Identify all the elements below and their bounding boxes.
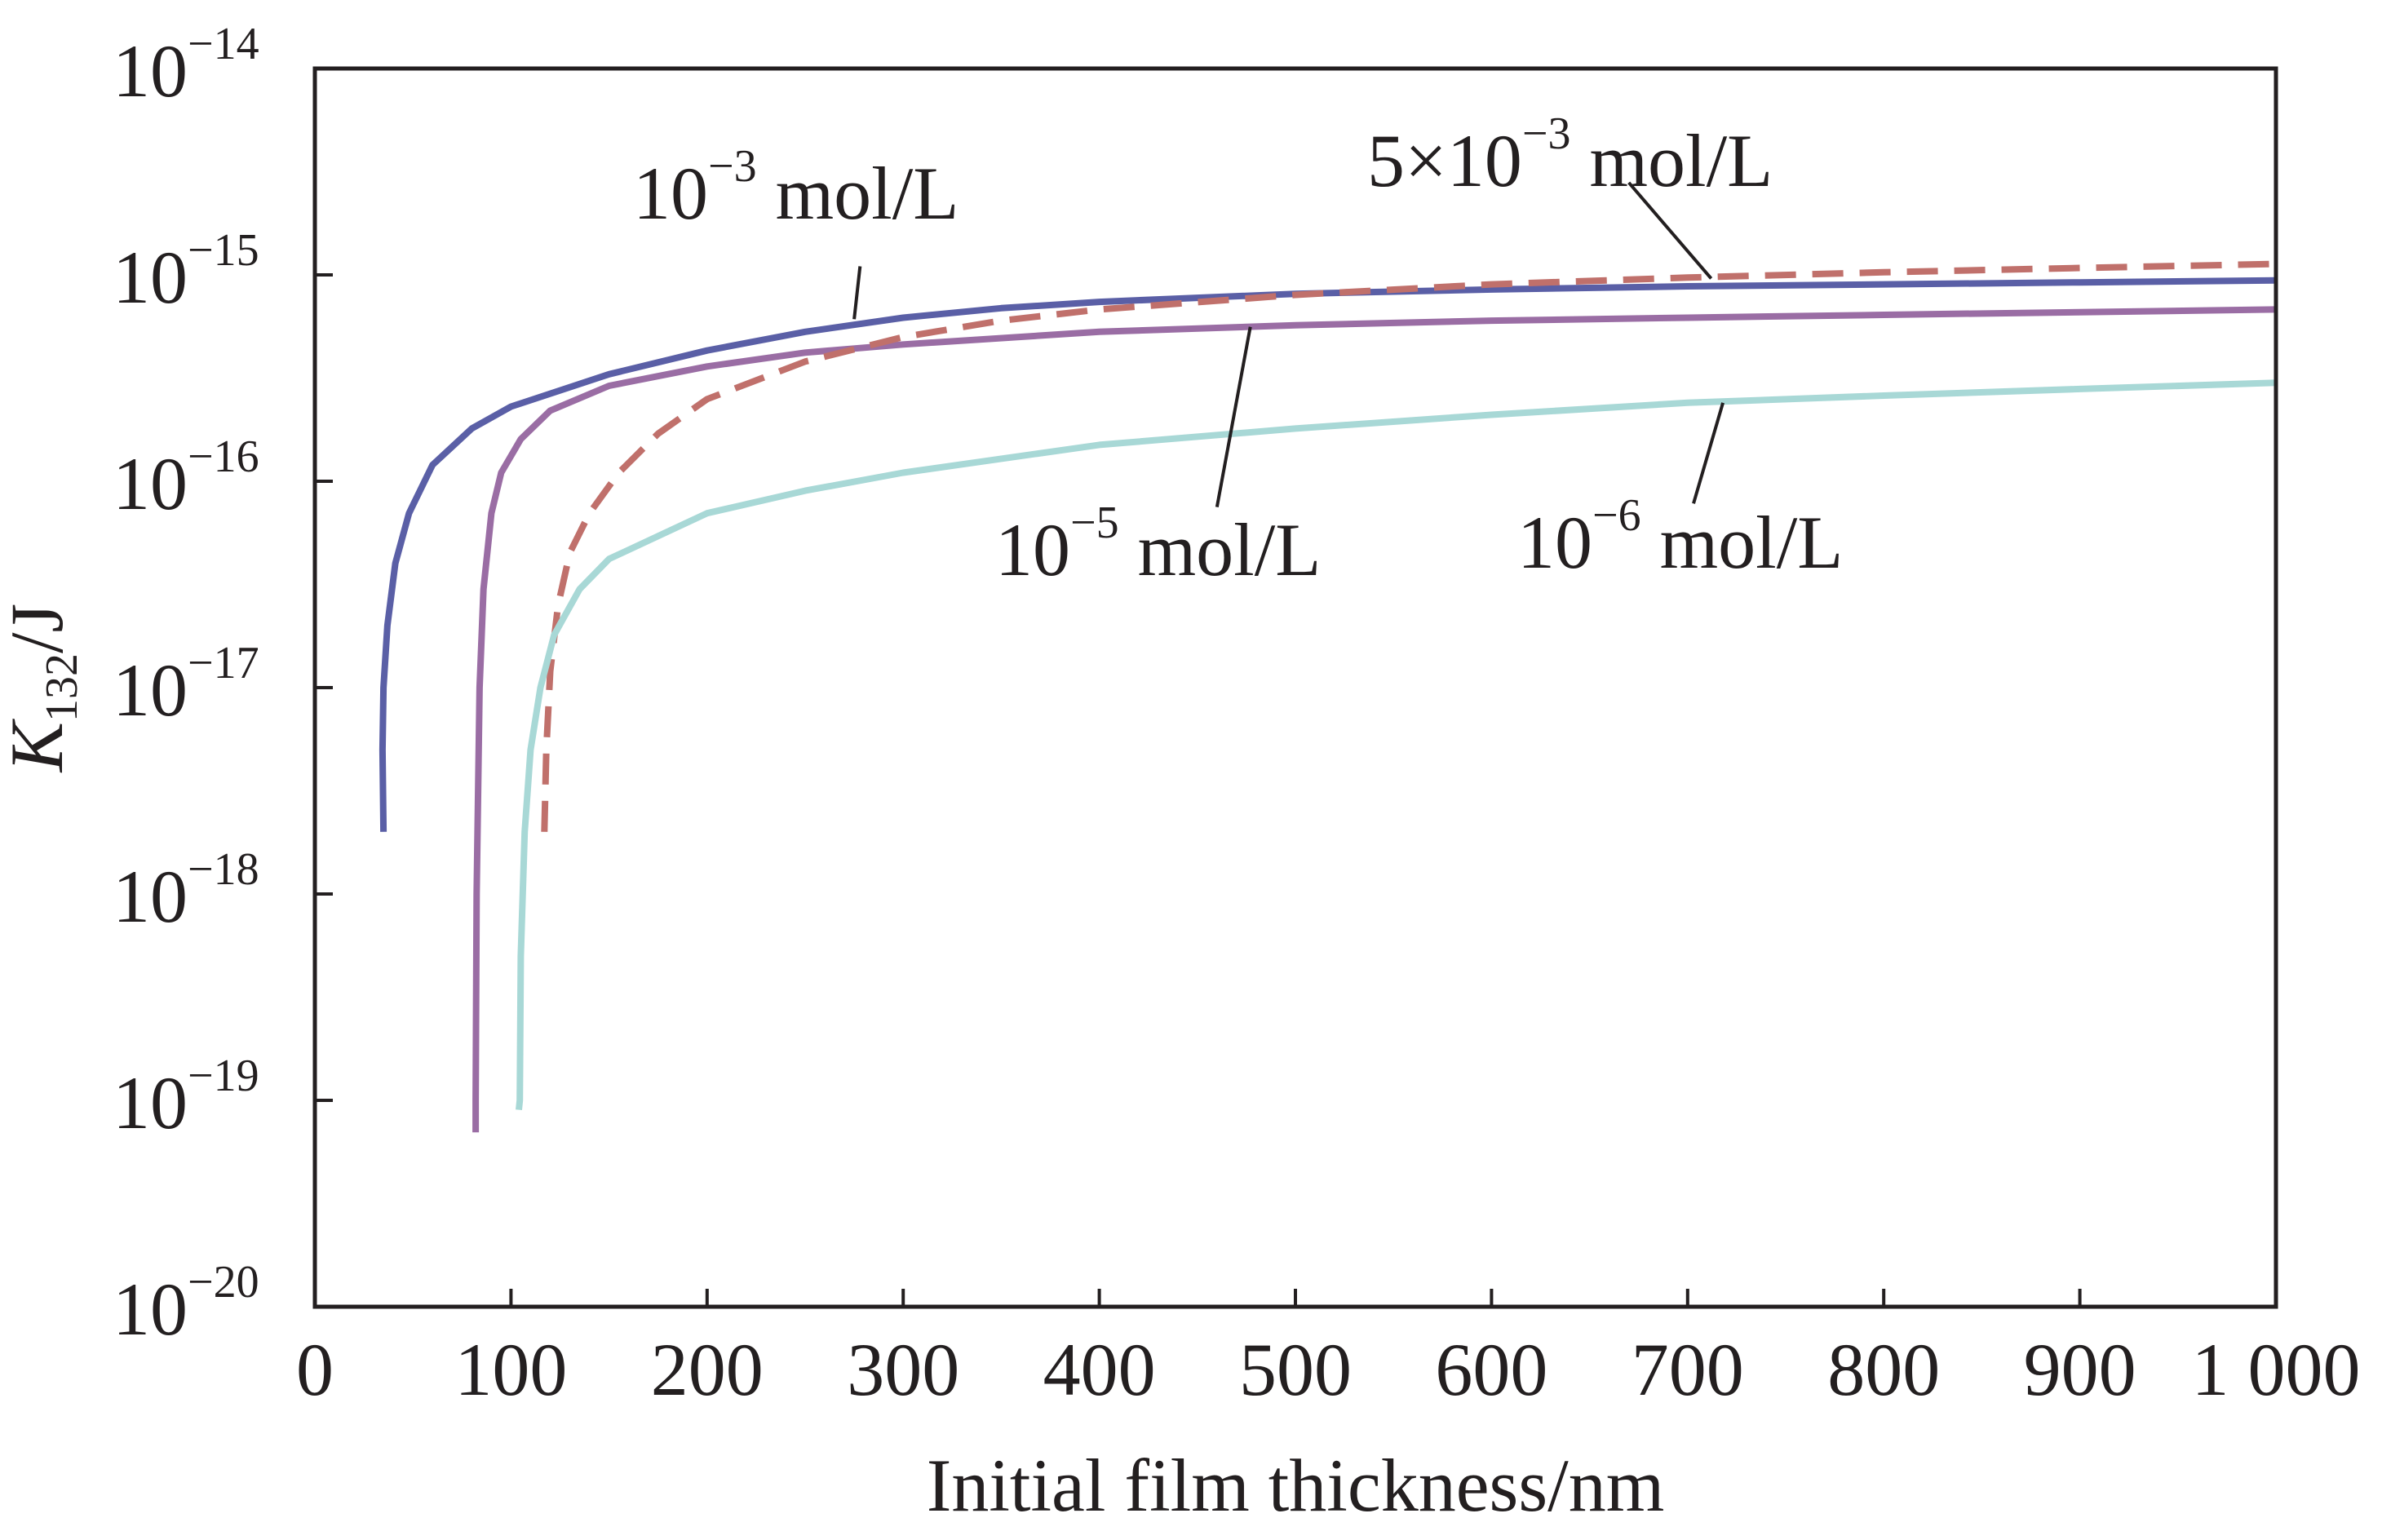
- series-label-1: 10−3 mol/L: [633, 141, 959, 235]
- y-tick-label: 10−18: [113, 844, 259, 938]
- y-tick-label: 10−15: [113, 225, 259, 319]
- x-tick-label: 800: [1827, 1328, 1940, 1411]
- y-tick-label: 10−16: [113, 431, 259, 525]
- leader-layer: [852, 181, 1725, 507]
- x-tick-label: 0: [296, 1328, 334, 1411]
- series-layer: [379, 260, 2277, 1133]
- series-label-2: 10−5 mol/L: [995, 498, 1321, 591]
- leader-line-2: [1627, 181, 1713, 280]
- leader-line-1: [852, 266, 862, 320]
- plot-frame: [312, 66, 2278, 1309]
- axes-layer: 0 100 200 300 400 500 600 700 800 900 1 000 10−20 10…: [0, 19, 2361, 1527]
- leader-line-4: [1692, 402, 1725, 504]
- series-line-1: [379, 277, 2277, 832]
- series-line-2: [472, 306, 2277, 1133]
- x-tick-label: 400: [1043, 1328, 1156, 1411]
- x-tick-label: 600: [1435, 1328, 1547, 1411]
- y-axis-title: K132/J: [0, 604, 87, 774]
- series-line-4: [516, 379, 2277, 1111]
- x-axis-title: Initial film thickness/nm: [927, 1444, 1665, 1527]
- x-tick-label: 100: [454, 1328, 567, 1411]
- x-tick-label: 200: [651, 1328, 764, 1411]
- label-layer: 10−3 mol/L 10−5 mol/L 5×10−3 mol/L 10−6 mol…: [633, 108, 1843, 591]
- y-tick-label: 10−19: [113, 1051, 259, 1144]
- x-tick-label: 500: [1239, 1328, 1352, 1411]
- x-tick-label: 1 000: [2192, 1328, 2361, 1411]
- series-line-3: [541, 260, 2277, 832]
- x-tick-label: 900: [2024, 1328, 2136, 1411]
- series-label-4: 10−6 mol/L: [1517, 490, 1843, 584]
- leader-line-3: [1215, 326, 1252, 507]
- y-tick-label: 10−14: [113, 19, 259, 113]
- y-tick-label: 10−17: [113, 638, 259, 732]
- x-tick-label: 300: [847, 1328, 959, 1411]
- series-label-3: 5×10−3 mol/L: [1367, 108, 1773, 202]
- x-tick-label: 700: [1632, 1328, 1744, 1411]
- y-tick-label: 10−20: [113, 1257, 259, 1351]
